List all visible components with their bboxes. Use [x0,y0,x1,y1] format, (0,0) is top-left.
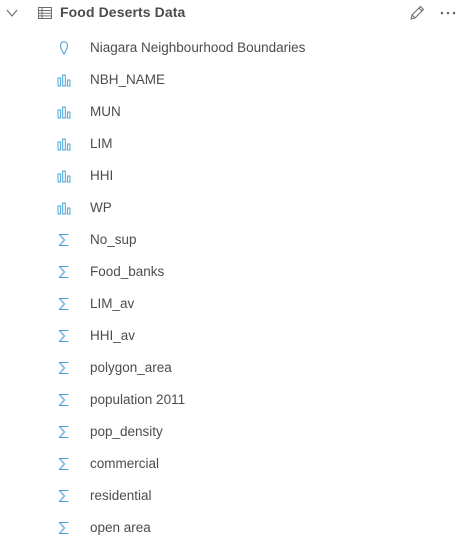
sigma-icon [56,488,72,504]
sigma-icon [56,456,72,472]
field-label: HHI_av [90,328,136,343]
field-row[interactable]: Niagara Neighbourhood Boundaries [0,32,461,64]
sigma-icon [56,392,72,408]
sigma-icon [56,232,72,248]
field-label: population 2011 [90,392,186,407]
field-label: No_sup [90,232,137,247]
dataset-header: Food Deserts Data [0,0,461,26]
sigma-icon [56,520,72,536]
string-field-icon [56,72,72,88]
chevron-down-icon[interactable] [5,6,19,20]
string-field-icon [56,200,72,216]
field-label: Food_banks [90,264,165,279]
string-field-icon [56,136,72,152]
ellipsis-icon[interactable] [437,3,459,23]
field-row[interactable]: HHI [0,160,461,192]
field-row[interactable]: population 2011 [0,384,461,416]
field-label: Niagara Neighbourhood Boundaries [90,40,306,55]
string-field-icon [56,168,72,184]
field-row[interactable]: pop_density [0,416,461,448]
field-row[interactable]: No_sup [0,224,461,256]
field-row[interactable]: commercial [0,448,461,480]
field-label: LIM_av [90,296,135,311]
sigma-icon [56,328,72,344]
dataset-title[interactable]: Food Deserts Data [60,4,186,20]
field-row[interactable]: NBH_NAME [0,64,461,96]
sigma-icon [56,360,72,376]
field-label: LIM [90,136,113,151]
field-label: MUN [90,104,121,119]
sigma-icon [56,296,72,312]
field-row[interactable]: HHI_av [0,320,461,352]
field-row[interactable]: polygon_area [0,352,461,384]
field-row[interactable]: LIM [0,128,461,160]
field-row[interactable]: residential [0,480,461,512]
sigma-icon [56,424,72,440]
table-icon [37,5,53,21]
field-label: residential [90,488,152,503]
field-row[interactable]: MUN [0,96,461,128]
field-list: Niagara Neighbourhood Boundaries NBH_NAME… [0,32,461,544]
sigma-icon [56,264,72,280]
field-label: polygon_area [90,360,172,375]
pencil-icon[interactable] [407,3,427,23]
field-row[interactable]: Food_banks [0,256,461,288]
field-label: HHI [90,168,114,183]
field-row[interactable]: WP [0,192,461,224]
field-row[interactable]: open area [0,512,461,544]
location-pin-icon [56,40,72,56]
field-label: open area [90,520,151,535]
field-label: commercial [90,456,160,471]
field-label: WP [90,200,112,215]
string-field-icon [56,104,72,120]
field-label: pop_density [90,424,163,439]
field-row[interactable]: LIM_av [0,288,461,320]
field-label: NBH_NAME [90,72,166,87]
